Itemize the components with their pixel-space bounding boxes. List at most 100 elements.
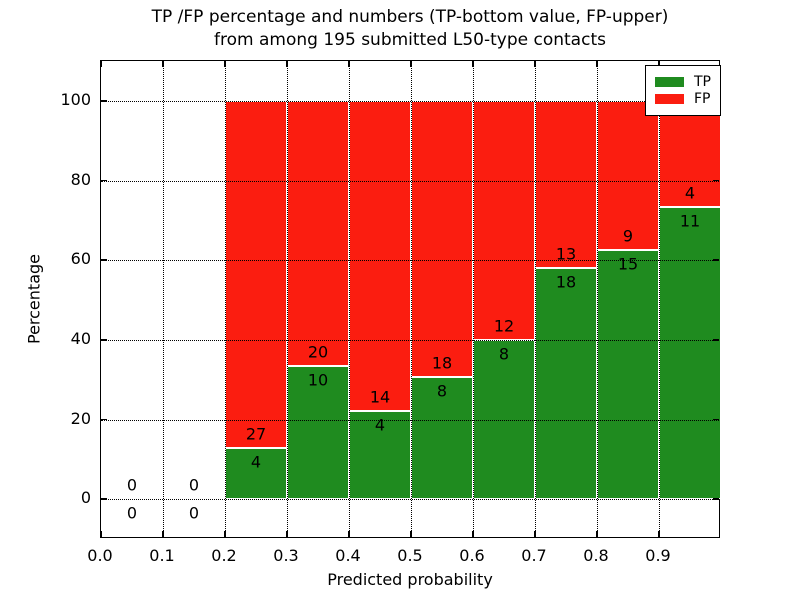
bar-segment-fp [473, 100, 535, 340]
gridline-horizontal [101, 100, 719, 102]
bar-label-fp: 12 [493, 316, 515, 336]
bar-label-fp: 13 [555, 244, 577, 264]
bar-label-fp: 0 [126, 475, 138, 495]
bar-label-tp: 8 [436, 381, 448, 401]
legend: TP FP [645, 65, 721, 116]
x-tick-label: 0.0 [87, 546, 113, 565]
y-tick-mark [713, 259, 719, 261]
bar-segment-fp [411, 100, 473, 377]
bar-label-fp: 0 [188, 475, 200, 495]
x-tick-mark [100, 61, 102, 67]
y-tick-mark [101, 100, 107, 102]
x-tick-mark [534, 61, 536, 67]
y-tick-mark [713, 498, 719, 500]
chart-title-line2: from among 195 submitted L50-type contac… [214, 30, 606, 50]
bar-segment-tp [411, 376, 473, 500]
bar-segment-tp [659, 207, 721, 500]
x-tick-label: 0.3 [273, 546, 299, 565]
x-tick-mark [658, 61, 660, 67]
x-tick-label: 0.1 [149, 546, 175, 565]
gridline-vertical [597, 61, 598, 537]
bar-segment-fp [225, 100, 287, 448]
x-tick-mark [286, 531, 288, 537]
y-tick-label: 40 [70, 328, 91, 348]
y-tick-mark [101, 418, 107, 421]
x-axis-title: Predicted probability [327, 570, 493, 589]
bar-segment-fp [349, 100, 411, 411]
bar-label-fp: 20 [307, 342, 329, 362]
legend-swatch [655, 77, 684, 87]
y-tick-mark [101, 179, 107, 182]
gridline-vertical [163, 61, 164, 537]
x-tick-label: 0.8 [583, 546, 609, 565]
chart-title: TP /FP percentage and numbers (TP-bottom… [152, 6, 669, 52]
bar-segment-tp [225, 447, 287, 500]
legend-swatch [655, 94, 684, 104]
x-tick-mark [348, 61, 350, 67]
x-tick-mark [472, 531, 474, 537]
gridline-vertical [225, 61, 226, 537]
x-tick-mark [224, 531, 226, 537]
x-tick-mark [658, 531, 660, 537]
x-tick-mark [410, 531, 412, 537]
gridline-horizontal [101, 339, 719, 341]
x-tick-label: 0.5 [397, 546, 423, 565]
bar-label-fp: 27 [245, 424, 267, 444]
gridline-vertical [349, 61, 350, 537]
x-tick-mark [410, 61, 412, 67]
legend-item: TP [655, 75, 711, 89]
y-tick-mark [101, 498, 107, 500]
chart-title-line1: TP /FP percentage and numbers (TP-bottom… [151, 7, 669, 27]
y-tick-mark [713, 179, 719, 182]
x-tick-mark [286, 61, 288, 67]
bar-label-tp: 18 [555, 272, 577, 292]
x-tick-mark [472, 61, 474, 67]
legend-item: FP [655, 92, 711, 106]
bar-label-tp: 10 [307, 370, 329, 390]
y-tick-mark [713, 339, 719, 341]
y-tick-label: 20 [70, 408, 91, 428]
bar-label-tp: 4 [374, 415, 386, 435]
gridline-vertical [411, 61, 412, 537]
gridline-vertical [473, 61, 474, 537]
gridline-horizontal [101, 499, 719, 501]
x-tick-label: 0.6 [459, 546, 485, 565]
bar-label-fp: 4 [684, 183, 696, 203]
bar-label-fp: 18 [431, 353, 453, 373]
y-tick-mark [713, 418, 719, 421]
bar-segment-fp [535, 100, 597, 268]
bar-label-fp: 14 [369, 387, 391, 407]
x-tick-mark [596, 61, 598, 67]
y-tick-label: 100 [60, 89, 91, 109]
y-tick-mark [101, 339, 107, 341]
bar-label-tp: 4 [250, 452, 262, 472]
bar-label-tp: 11 [679, 211, 701, 231]
x-tick-mark [162, 61, 164, 67]
bar-segment-tp [535, 267, 597, 500]
x-tick-label: 0.2 [211, 546, 237, 565]
bar-label-tp: 8 [498, 344, 510, 364]
y-tick-label: 0 [80, 488, 91, 508]
gridline-vertical [659, 61, 660, 537]
x-tick-label: 0.4 [335, 546, 361, 565]
y-tick-label: 80 [70, 169, 91, 189]
gridline-horizontal [101, 419, 719, 421]
x-tick-mark [100, 531, 102, 537]
gridline-vertical [535, 61, 536, 537]
x-tick-mark [596, 531, 598, 537]
bar-segment-fp [287, 100, 349, 367]
x-tick-label: 0.9 [645, 546, 671, 565]
x-tick-mark [162, 531, 164, 537]
gridline-horizontal [101, 180, 719, 182]
x-tick-mark [224, 61, 226, 67]
bar-label-tp: 0 [126, 503, 138, 523]
gridline-horizontal [101, 260, 719, 262]
bar-label-fp: 9 [622, 226, 634, 246]
y-axis-title: Percentage [24, 253, 44, 345]
gridline-vertical [287, 61, 288, 537]
bar-label-tp: 0 [188, 503, 200, 523]
legend-label: TP [694, 74, 711, 90]
bar-label-tp: 15 [617, 254, 639, 274]
x-tick-label: 0.7 [521, 546, 547, 565]
